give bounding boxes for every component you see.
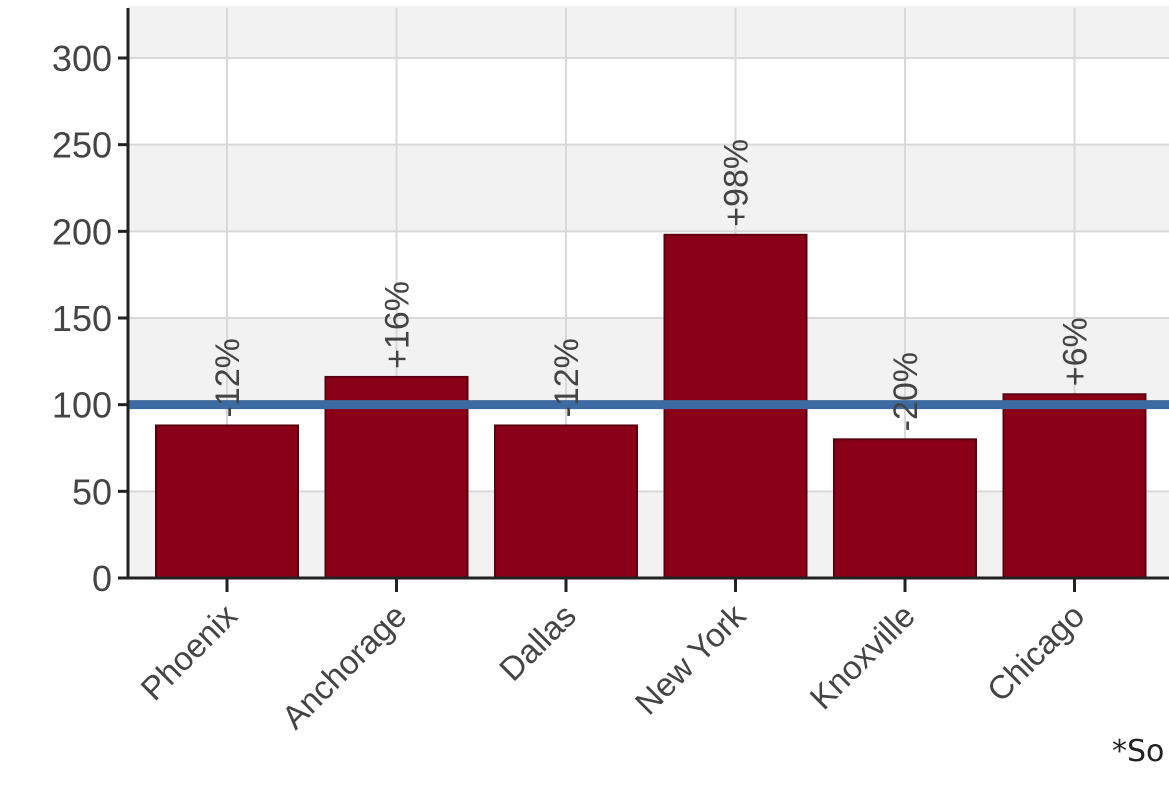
y-tick-label: 50 <box>72 471 112 512</box>
bar <box>324 375 469 579</box>
plot-bands <box>128 6 1169 578</box>
y-tick-label: 100 <box>52 385 112 426</box>
x-tick-label: Knoxville <box>802 597 922 717</box>
data-label: -20% <box>887 352 925 431</box>
bar <box>1002 393 1147 579</box>
plot-band <box>128 144 1169 232</box>
y-tick-label: 150 <box>52 298 112 339</box>
y-tick-label: 200 <box>52 211 112 252</box>
bar <box>833 438 977 580</box>
plot-band <box>128 318 1169 405</box>
bars <box>155 233 1147 580</box>
x-tick-label: Phoenix <box>133 596 244 707</box>
y-tick-label: 250 <box>52 125 112 166</box>
x-tick-label: Chicago <box>980 597 1092 709</box>
data-label: -12% <box>548 338 586 417</box>
x-tick-label: New York <box>628 596 753 721</box>
data-label: -12% <box>209 338 247 417</box>
x-tick-label: Dallas <box>492 597 583 688</box>
data-label: +16% <box>379 281 417 369</box>
y-tick-labels: 0 50 100 150 200 250 300 <box>52 38 112 599</box>
y-tick-label: 300 <box>52 38 112 79</box>
footnote: *So <box>1112 734 1165 769</box>
bar <box>155 424 299 580</box>
plot-band <box>128 491 1169 578</box>
data-labels: -12% +16% -12% +98% -20% +6% <box>209 139 1095 431</box>
data-label: +98% <box>718 139 756 227</box>
bar <box>494 424 638 580</box>
y-tick-label: 0 <box>92 558 112 599</box>
x-tick-labels: Phoenix Anchorage Dallas New York Knoxville C… <box>133 596 1091 735</box>
data-label: +6% <box>1057 317 1095 386</box>
axes <box>118 8 1169 592</box>
x-tick-label: Anchorage <box>274 597 413 736</box>
plot-band <box>128 6 1169 58</box>
